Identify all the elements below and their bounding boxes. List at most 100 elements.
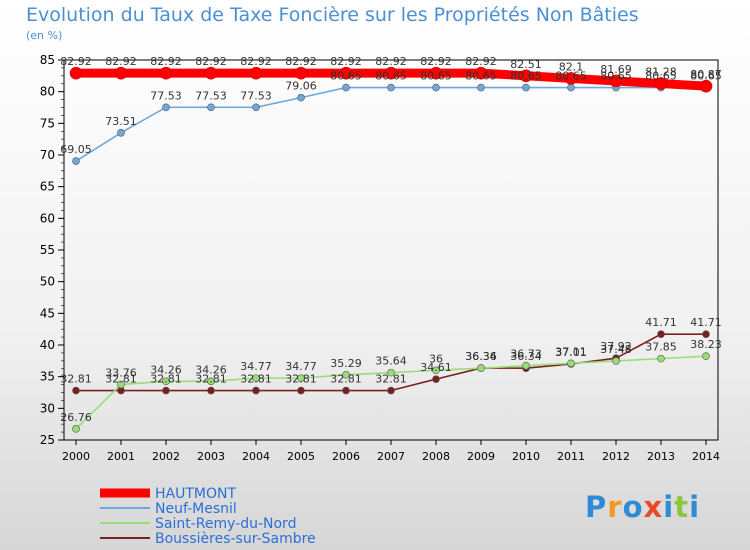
- x-tick-label: 2007: [377, 450, 405, 463]
- y-tick-label: 80: [40, 85, 55, 99]
- data-point: [342, 83, 350, 92]
- data-label: 36.73: [510, 348, 542, 361]
- data-label: 80.65: [645, 70, 677, 83]
- x-tick-label: 2002: [152, 450, 180, 463]
- legend-entry: HAUTMONT: [155, 486, 236, 502]
- x-tick-label: 2006: [332, 450, 360, 463]
- data-label: 41.71: [645, 316, 677, 329]
- data-point: [477, 364, 485, 372]
- data-label: 82.92: [60, 55, 92, 68]
- data-label: 77.53: [195, 89, 227, 102]
- data-label: 82.92: [105, 55, 137, 68]
- x-tick-label: 2004: [242, 450, 270, 463]
- x-tick-label: 2010: [512, 450, 540, 463]
- logo-letter: t: [674, 490, 690, 524]
- legend-entry: Saint-Remy-du-Nord: [155, 516, 296, 532]
- y-tick-label: 70: [40, 148, 55, 162]
- data-point: [567, 359, 575, 368]
- data-label: 77.53: [150, 89, 182, 102]
- data-label: 79.06: [285, 80, 317, 93]
- x-tick-label: 2009: [467, 450, 495, 463]
- data-point: [207, 377, 215, 386]
- data-label: 82.92: [195, 55, 227, 68]
- y-tick-label: 50: [40, 275, 55, 289]
- y-tick-label: 45: [40, 306, 55, 320]
- logo-letter: r: [607, 490, 623, 524]
- data-point: [564, 72, 578, 85]
- data-point: [657, 330, 665, 338]
- data-label: 82.51: [510, 58, 542, 71]
- data-point: [72, 425, 80, 433]
- data-label: 32.81: [195, 373, 227, 386]
- data-label: 80.65: [420, 70, 452, 83]
- logo-letter: P: [585, 490, 608, 524]
- data-point: [474, 66, 488, 80]
- logo-letter: o: [622, 490, 644, 524]
- data-label: 80.65: [375, 70, 407, 83]
- data-label: 32.81: [105, 373, 137, 386]
- data-point: [387, 386, 395, 395]
- data-point: [114, 66, 128, 80]
- x-tick-label: 2014: [692, 450, 720, 463]
- y-tick-label: 25: [40, 433, 55, 447]
- data-label: 35.64: [375, 355, 407, 368]
- data-label: 81.28: [645, 66, 677, 79]
- data-point: [657, 354, 665, 363]
- data-label: 34.26: [195, 363, 227, 376]
- data-point: [477, 83, 485, 92]
- data-label: 80.87: [690, 68, 722, 81]
- data-point: [297, 374, 305, 382]
- y-tick-label: 65: [40, 180, 55, 194]
- data-label: 69.05: [60, 143, 92, 156]
- data-label: 77.53: [240, 89, 272, 102]
- data-label: 36.34: [465, 350, 497, 363]
- data-label: 34.77: [285, 360, 317, 373]
- data-point: [384, 66, 398, 80]
- x-tick-label: 2008: [422, 450, 450, 463]
- data-point: [252, 103, 260, 112]
- y-tick-label: 55: [40, 243, 55, 257]
- data-point: [432, 83, 440, 92]
- data-point: [654, 77, 668, 90]
- data-label: 34.77: [240, 360, 272, 373]
- data-point: [159, 66, 173, 80]
- data-label: 82.92: [240, 55, 272, 68]
- data-label: 80.65: [555, 70, 587, 83]
- data-label: 81.69: [600, 63, 632, 76]
- data-point: [72, 386, 80, 395]
- data-point: [162, 377, 170, 386]
- data-label: 41.71: [690, 316, 722, 329]
- data-label: 36: [429, 352, 443, 365]
- x-tick-label: 2011: [557, 450, 585, 463]
- data-point: [252, 374, 260, 382]
- data-point: [429, 66, 443, 80]
- y-tick-label: 30: [40, 401, 55, 415]
- data-label: 32.81: [60, 373, 92, 386]
- y-tick-label: 75: [40, 116, 55, 130]
- data-label: 35.29: [330, 357, 362, 370]
- y-tick-label: 85: [40, 53, 55, 67]
- data-label: 82.92: [375, 55, 407, 68]
- data-point: [69, 66, 83, 80]
- data-point: [204, 66, 218, 80]
- data-label: 80.65: [690, 70, 722, 83]
- data-point: [117, 380, 125, 389]
- data-point: [432, 375, 440, 383]
- logo-letter: x: [643, 490, 664, 524]
- data-label: 34.26: [150, 363, 182, 376]
- data-label: 80.65: [465, 70, 497, 83]
- y-tick-label: 40: [40, 338, 55, 352]
- data-point: [339, 66, 353, 80]
- data-label: 80.65: [600, 70, 632, 83]
- data-label: 82.92: [150, 55, 182, 68]
- data-label: 37.85: [645, 341, 677, 354]
- data-label: 36.36: [465, 350, 497, 363]
- y-tick-label: 60: [40, 211, 55, 225]
- data-label: 32.81: [150, 373, 182, 386]
- data-label: 82.1: [559, 60, 584, 73]
- x-tick-label: 2005: [287, 450, 315, 463]
- x-tick-label: 2000: [62, 450, 90, 463]
- logo-letter: i: [689, 490, 701, 524]
- data-label: 32.81: [240, 373, 272, 386]
